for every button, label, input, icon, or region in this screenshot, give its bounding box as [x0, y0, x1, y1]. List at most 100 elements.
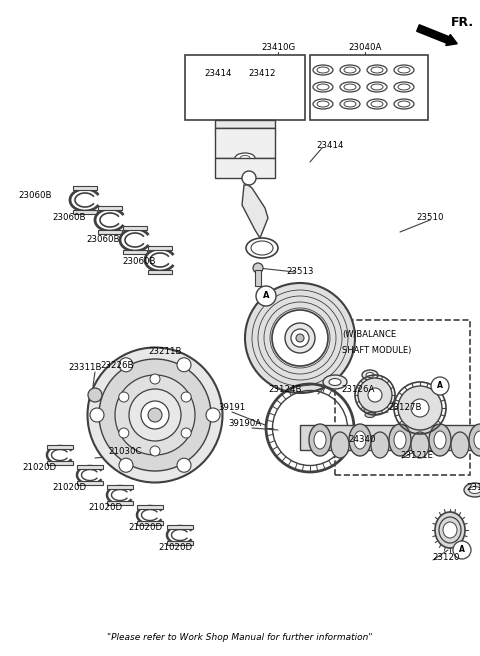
Bar: [215, 128, 275, 135]
Circle shape: [206, 408, 220, 422]
Text: 39190A: 39190A: [228, 419, 261, 428]
Text: 23060B: 23060B: [18, 192, 51, 201]
Polygon shape: [242, 185, 268, 238]
Text: 21020D: 21020D: [128, 523, 162, 533]
Bar: [123, 250, 147, 254]
Bar: [47, 461, 73, 465]
Text: 23226B: 23226B: [100, 361, 133, 371]
Text: FR.: FR.: [450, 16, 474, 28]
Ellipse shape: [329, 379, 341, 386]
Circle shape: [431, 377, 449, 395]
Circle shape: [150, 374, 160, 384]
Ellipse shape: [313, 65, 333, 75]
Ellipse shape: [394, 65, 414, 75]
Bar: [310, 55, 428, 120]
Text: 23040A: 23040A: [348, 43, 382, 52]
Bar: [215, 128, 275, 158]
Circle shape: [119, 459, 133, 472]
Ellipse shape: [371, 67, 383, 73]
Text: 23513: 23513: [286, 268, 314, 276]
Ellipse shape: [148, 408, 162, 422]
Bar: [300, 425, 480, 450]
Ellipse shape: [364, 406, 376, 414]
Bar: [98, 206, 122, 210]
Ellipse shape: [313, 99, 333, 109]
Ellipse shape: [368, 388, 382, 402]
Bar: [77, 465, 103, 469]
Ellipse shape: [398, 101, 410, 107]
Ellipse shape: [272, 310, 328, 366]
Bar: [47, 445, 73, 449]
Bar: [167, 525, 193, 529]
Ellipse shape: [291, 329, 309, 347]
Bar: [137, 505, 163, 509]
Bar: [215, 120, 275, 128]
FancyBboxPatch shape: [335, 320, 470, 475]
Bar: [255, 270, 261, 286]
Circle shape: [177, 459, 191, 472]
Ellipse shape: [366, 373, 374, 377]
Bar: [98, 230, 122, 234]
Bar: [215, 158, 275, 178]
Ellipse shape: [317, 84, 329, 90]
Text: (W/BALANCE: (W/BALANCE: [342, 331, 396, 340]
Ellipse shape: [285, 323, 315, 353]
Ellipse shape: [371, 432, 389, 458]
Bar: [77, 481, 103, 485]
Circle shape: [181, 392, 191, 402]
Ellipse shape: [398, 386, 442, 430]
Ellipse shape: [235, 153, 255, 163]
Text: A: A: [459, 546, 465, 554]
Ellipse shape: [340, 99, 360, 109]
Ellipse shape: [371, 101, 383, 107]
Text: 21020D: 21020D: [158, 544, 192, 552]
Ellipse shape: [367, 82, 387, 92]
Ellipse shape: [314, 431, 326, 449]
Circle shape: [256, 286, 276, 306]
Text: "Please refer to Work Shop Manual for further information": "Please refer to Work Shop Manual for fu…: [107, 634, 373, 642]
Ellipse shape: [394, 99, 414, 109]
Ellipse shape: [394, 431, 406, 449]
Ellipse shape: [464, 483, 480, 497]
Ellipse shape: [99, 359, 211, 471]
Ellipse shape: [358, 378, 392, 412]
Ellipse shape: [429, 424, 451, 456]
Ellipse shape: [389, 424, 411, 456]
Ellipse shape: [435, 512, 465, 548]
Bar: [73, 186, 97, 190]
Text: 23060B: 23060B: [52, 213, 85, 222]
Ellipse shape: [317, 101, 329, 107]
Ellipse shape: [245, 283, 355, 393]
Ellipse shape: [439, 517, 461, 543]
Ellipse shape: [411, 399, 429, 417]
Ellipse shape: [309, 424, 331, 456]
Text: 23211B: 23211B: [148, 348, 181, 356]
Ellipse shape: [398, 67, 410, 73]
Ellipse shape: [244, 165, 256, 171]
Text: 24340: 24340: [348, 436, 375, 445]
Text: 21020D: 21020D: [88, 504, 122, 512]
Text: 39191: 39191: [218, 403, 245, 413]
Text: 23121E: 23121E: [400, 451, 433, 459]
Ellipse shape: [240, 155, 250, 161]
Text: 21020D: 21020D: [52, 483, 86, 493]
Ellipse shape: [469, 487, 480, 493]
Ellipse shape: [87, 348, 223, 483]
Bar: [107, 501, 133, 505]
Text: 23120: 23120: [432, 554, 459, 562]
Ellipse shape: [371, 84, 383, 90]
Text: A: A: [263, 291, 269, 300]
Ellipse shape: [411, 432, 429, 458]
Text: 23127B: 23127B: [388, 403, 421, 413]
Ellipse shape: [365, 413, 375, 417]
Ellipse shape: [344, 101, 356, 107]
Ellipse shape: [469, 424, 480, 456]
Ellipse shape: [129, 389, 181, 441]
Ellipse shape: [323, 375, 347, 389]
Bar: [107, 485, 133, 489]
Ellipse shape: [362, 370, 378, 380]
Circle shape: [90, 408, 104, 422]
Text: 23126A: 23126A: [341, 386, 375, 394]
Circle shape: [253, 263, 263, 273]
Text: 23311B: 23311B: [68, 363, 101, 373]
